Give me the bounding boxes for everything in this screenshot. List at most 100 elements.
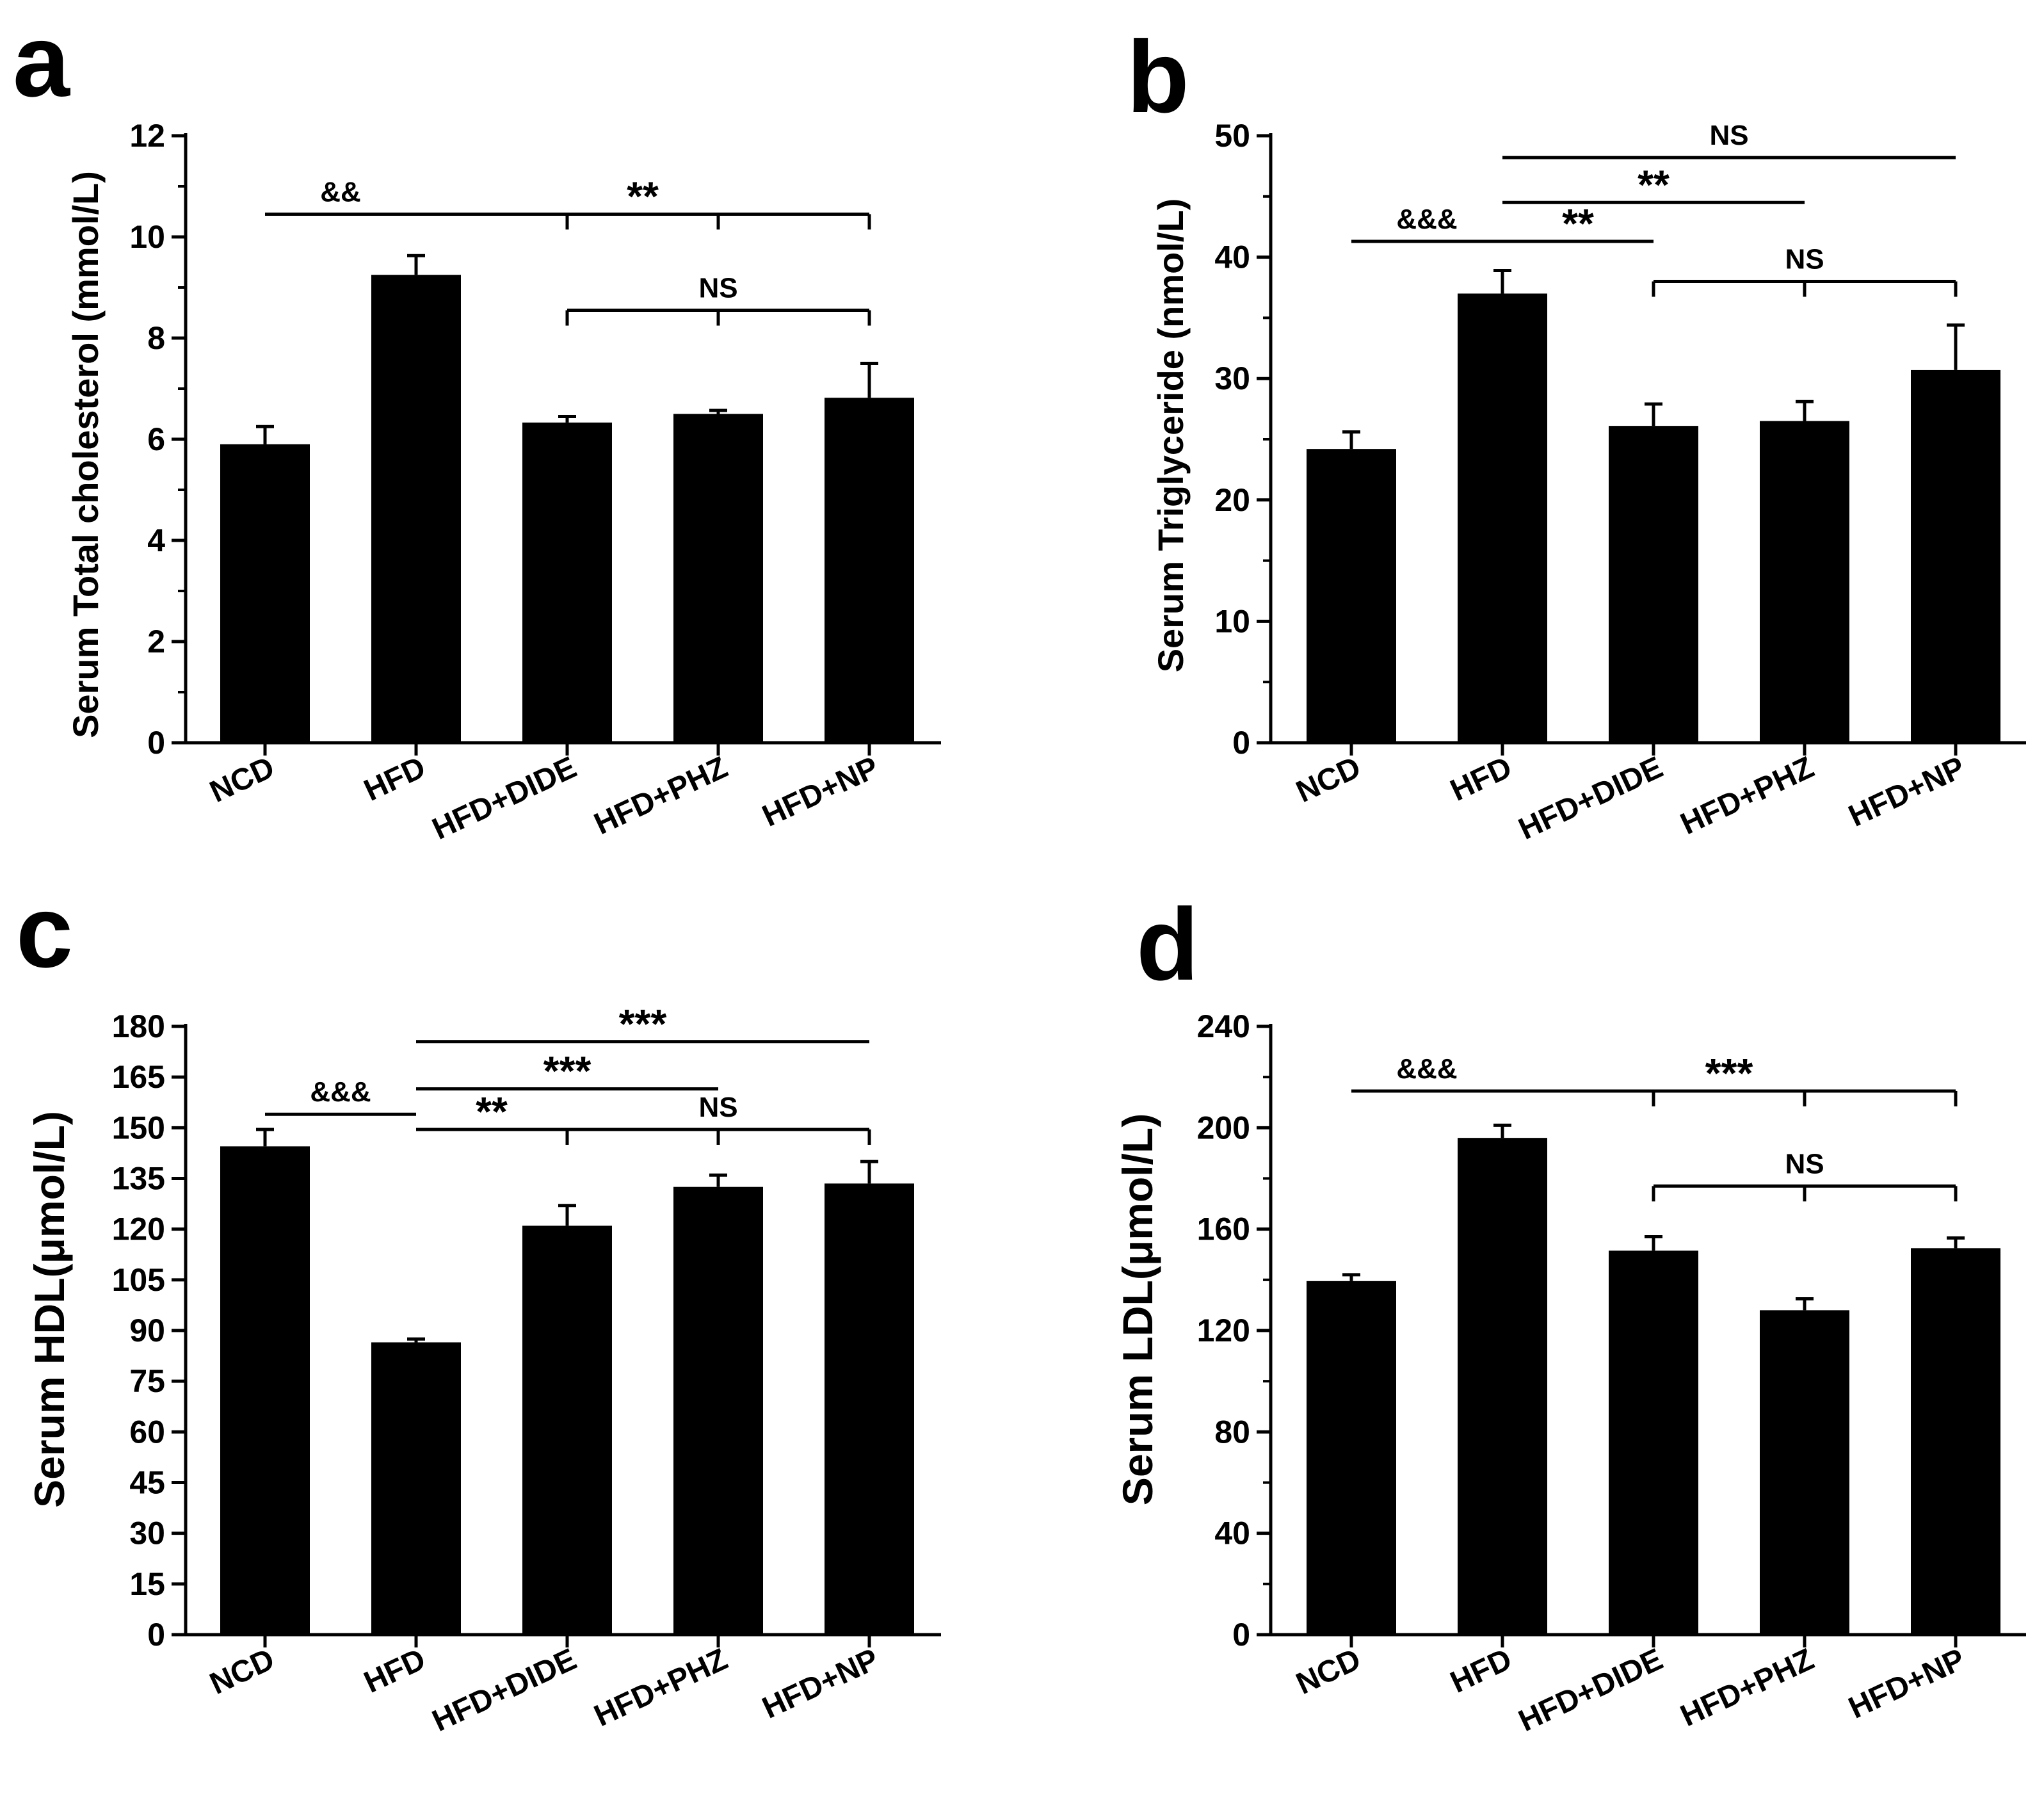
x-tick-label: HFD+PHZ [1675,1642,1819,1733]
x-tick-label: NCD [205,750,280,809]
y-tick-label: 150 [112,1110,165,1145]
significance-label: *** [543,1048,591,1094]
x-tick-label: HFD+PHZ [589,1642,732,1733]
y-tick-label: 4 [147,522,165,558]
y-axis-title-b: Serum Triglyceride (nmol/L) [1150,198,1191,673]
y-tick-label: 2 [147,624,165,659]
bar-hfd [371,275,461,743]
x-tick-label: HFD+PHZ [1675,750,1819,841]
panel-letter-b: b [1127,19,1189,134]
y-tick-label: 0 [147,725,165,761]
bar-hfd-dide [522,422,612,743]
y-tick-label: 50 [1214,118,1250,154]
y-tick-label: 120 [112,1211,165,1247]
significance-label: &&& [1396,1053,1457,1085]
y-tick-label: 80 [1214,1414,1250,1450]
bar-hfd [371,1342,461,1635]
y-tick-label: 90 [129,1313,165,1348]
y-tick-label: 0 [1232,725,1250,761]
bar-hfd-phz [673,1186,763,1635]
y-tick-label: 6 [147,421,165,457]
y-tick-label: 120 [1197,1313,1250,1348]
x-tick-label: HFD+NP [757,1642,884,1726]
y-tick-label: 8 [147,320,165,356]
bar-hfd [1458,293,1547,743]
bar-ncd [220,1146,310,1635]
y-tick-label: 10 [129,219,165,255]
bar-ncd [1307,1281,1396,1635]
significance-label: &&& [310,1076,371,1108]
significance-label: *** [619,1001,667,1047]
significance-label: NS [698,1092,737,1123]
y-tick-label: 30 [129,1516,165,1551]
y-tick-label: 135 [112,1161,165,1197]
x-tick-label: NCD [1291,1642,1366,1701]
significance-label: ** [1638,161,1670,207]
x-tick-label: HFD+DIDE [428,1642,582,1738]
significance-label: ** [1562,200,1594,247]
y-tick-label: 40 [1214,1516,1250,1551]
y-tick-label: 75 [129,1363,165,1399]
x-tick-label: HFD [359,750,431,808]
bar-hfd [1458,1138,1547,1635]
x-tick-label: HFD+PHZ [589,750,732,841]
y-tick-label: 40 [1214,239,1250,275]
significance-label: ** [476,1088,508,1135]
y-tick-label: 12 [129,118,165,154]
bar-ncd [220,444,310,743]
x-tick-label: HFD+DIDE [1514,750,1668,846]
y-tick-label: 45 [129,1465,165,1501]
x-tick-label: NCD [1291,750,1366,809]
bar-hfd-dide [1609,1250,1698,1635]
y-tick-label: 20 [1214,482,1250,518]
bar-hfd-np [1911,369,2000,743]
x-tick-label: HFD+NP [1844,750,1970,834]
y-tick-label: 240 [1197,1008,1250,1044]
x-tick-label: HFD [359,1642,431,1700]
bar-hfd-dide [522,1226,612,1635]
significance-label: NS [698,273,737,304]
y-tick-label: 15 [129,1566,165,1602]
bar-hfd-phz [673,414,763,743]
y-tick-label: 180 [112,1008,165,1044]
x-tick-label: HFD+DIDE [1514,1642,1668,1738]
x-tick-label: HFD [1445,750,1517,808]
y-axis-title-d: Serum LDL(μmol/L) [1114,1113,1161,1505]
y-tick-label: 30 [1214,360,1250,396]
bar-hfd-phz [1760,421,1849,743]
y-axis-title-a: Serum Total cholesterol (mmol/L) [65,171,106,738]
panel-letter-d: d [1136,887,1199,1001]
bar-hfd-np [825,398,914,743]
x-tick-label: NCD [205,1642,280,1701]
bar-hfd-np [825,1183,914,1635]
y-tick-label: 60 [129,1414,165,1450]
y-tick-label: 165 [112,1059,165,1095]
significance-label: NS [1785,1148,1824,1179]
y-tick-label: 0 [147,1617,165,1653]
panel-letter-c: c [16,874,73,989]
bar-hfd-phz [1760,1310,1849,1635]
significance-label: &&& [1396,204,1457,235]
bar-hfd-np [1911,1248,2000,1635]
bar-hfd-dide [1609,426,1698,743]
y-tick-label: 200 [1197,1110,1250,1145]
significance-label: *** [1705,1050,1753,1096]
x-tick-label: HFD+DIDE [428,750,582,846]
y-tick-label: 0 [1232,1617,1250,1653]
significance-label: NS [1709,120,1748,151]
panel-letter-a: a [13,3,70,118]
significance-label: ** [627,173,659,219]
x-tick-label: HFD+NP [757,750,884,834]
y-tick-label: 160 [1197,1211,1250,1247]
y-tick-label: 105 [112,1262,165,1298]
y-tick-label: 10 [1214,603,1250,639]
bar-ncd [1307,449,1396,743]
y-axis-title-c: Serum HDL(μmol/L) [26,1111,73,1508]
x-tick-label: HFD+NP [1844,1642,1970,1726]
